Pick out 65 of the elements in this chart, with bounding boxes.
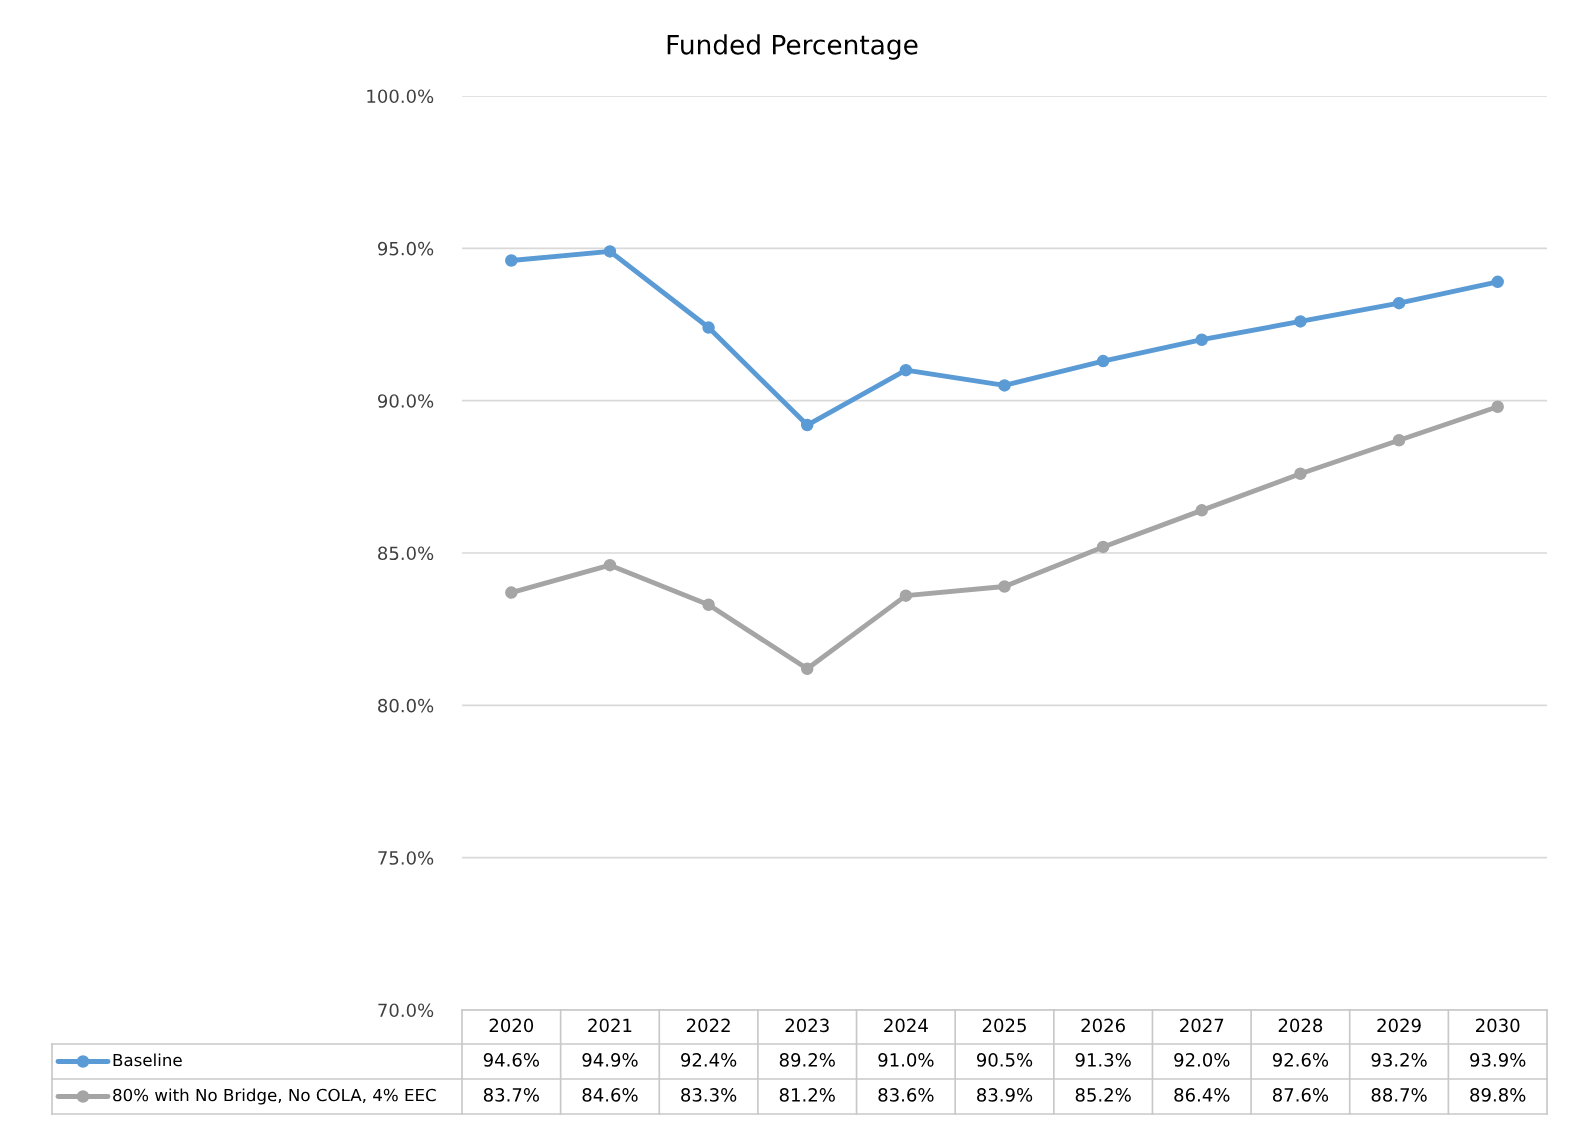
point: [1096, 354, 1110, 368]
point: [1195, 333, 1209, 346]
y-tick-label: 70.0%: [378, 1003, 434, 1018]
point: [899, 363, 913, 377]
data-label: 93.9%: [1470, 1053, 1526, 1067]
data-label: 83.9%: [977, 1088, 1033, 1102]
data-label: 92.4%: [681, 1053, 737, 1067]
point: [505, 586, 518, 599]
point: [702, 321, 715, 334]
x-tick-label: 2027: [1180, 1018, 1224, 1033]
point: [899, 589, 913, 602]
x-tick-label: 2030: [1476, 1018, 1520, 1033]
point: [1195, 504, 1209, 517]
point: [702, 598, 715, 612]
point: [800, 418, 814, 432]
x-tick-label: 2025: [982, 1018, 1026, 1033]
data-label: 83.3%: [681, 1088, 737, 1102]
data-label: 92.6%: [1272, 1053, 1329, 1067]
point: [505, 254, 518, 267]
data-label: 81.2%: [779, 1088, 835, 1102]
point: [603, 558, 617, 572]
x-tick-label: 2029: [1377, 1018, 1421, 1033]
point: [1491, 400, 1504, 414]
point: [1096, 540, 1110, 554]
data-label: 94.6%: [483, 1053, 539, 1067]
point: [1294, 467, 1307, 481]
x-tick-label: 2022: [686, 1018, 730, 1033]
y-tick-label: 80.0%: [378, 698, 434, 713]
data-label: 84.6%: [582, 1088, 638, 1102]
legend-label: Baseline: [113, 1053, 182, 1067]
y-tick-label: 75.0%: [378, 851, 434, 865]
data-label: 88.7%: [1371, 1088, 1427, 1102]
point: [800, 662, 814, 676]
point: [1392, 434, 1406, 447]
data-label: 91.3%: [1075, 1053, 1131, 1067]
data-label: 94.9%: [582, 1053, 638, 1067]
y-tick-label: 95.0%: [378, 241, 434, 256]
point: [998, 580, 1011, 593]
x-tick-label: 2023: [785, 1018, 829, 1033]
data-label: 83.6%: [878, 1088, 934, 1102]
data-label: 85.2%: [1075, 1088, 1131, 1102]
point: [1491, 275, 1504, 289]
y-tick-label: 85.0%: [378, 546, 434, 561]
data-label: 93.2%: [1371, 1053, 1427, 1067]
x-tick-label: 2026: [1081, 1018, 1125, 1033]
x-tick-label: 2021: [588, 1018, 632, 1033]
data-label: 87.6%: [1272, 1088, 1329, 1102]
chart-title: Funded Percentage: [667, 34, 918, 60]
x-tick-label: 2024: [884, 1018, 928, 1033]
data-label: 86.4%: [1174, 1088, 1230, 1102]
data-label: 91.0%: [878, 1053, 934, 1067]
point: [603, 245, 617, 258]
legend-label: 80% with No Bridge, No COLA, 4% EEC: [113, 1088, 436, 1105]
point: [1294, 315, 1307, 328]
point: [1392, 296, 1406, 310]
x-tick-label: 2020: [489, 1018, 534, 1033]
data-label: 92.0%: [1174, 1053, 1230, 1067]
data-label: 89.2%: [779, 1053, 835, 1067]
x-tick-label: 2028: [1278, 1018, 1323, 1033]
y-tick-label: 100.0%: [367, 89, 434, 104]
data-label: 83.7%: [483, 1088, 539, 1102]
point: [998, 379, 1011, 392]
y-tick-label: 90.0%: [378, 394, 434, 408]
data-label: 90.5%: [976, 1053, 1033, 1067]
data-label: 89.8%: [1470, 1088, 1526, 1102]
